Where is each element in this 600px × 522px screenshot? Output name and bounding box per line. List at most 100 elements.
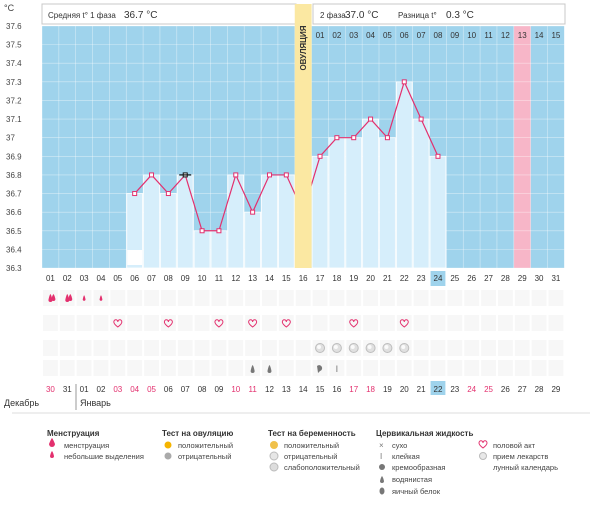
heart-icon <box>113 319 123 328</box>
marker-cell <box>228 340 244 356</box>
marker-cell <box>497 290 513 306</box>
marker-cell <box>110 290 126 306</box>
marker-cell <box>59 360 75 376</box>
bottom-day-number: 04 <box>97 274 106 283</box>
ovulation-positive-icon <box>164 441 172 449</box>
watery-drop-icon <box>267 365 272 373</box>
calendar-date: 31 <box>63 385 72 394</box>
pregnancy-positive-icon <box>270 441 278 449</box>
calendar-date: 13 <box>282 385 291 394</box>
temperature-bar <box>345 137 363 269</box>
temperature-point <box>250 209 256 215</box>
temperature-bar <box>395 81 413 269</box>
temperature-point <box>368 116 374 122</box>
marker-cell <box>177 315 193 331</box>
y-tick-label: 36.4 <box>6 245 22 254</box>
marker-cell <box>464 290 480 306</box>
top-day-number: 15 <box>551 31 560 40</box>
watery-icon <box>380 476 384 483</box>
top-day-number: 10 <box>467 31 476 40</box>
heart-icon <box>478 440 488 449</box>
marker-cell <box>110 315 126 331</box>
temperature-point <box>418 116 424 122</box>
legend-menstruation-title: Менструация <box>47 429 100 438</box>
marker-cell <box>194 290 210 306</box>
bottom-day-number: 25 <box>450 274 459 283</box>
calendar-date: 19 <box>383 385 392 394</box>
calendar-date: 03 <box>113 385 122 394</box>
marker-cell <box>380 290 395 306</box>
marker-cell <box>514 315 530 331</box>
marker-cell <box>295 360 311 376</box>
calendar-date: 29 <box>551 385 560 394</box>
marker-cell <box>127 360 143 376</box>
calendar-today-cell <box>430 381 446 395</box>
calendar-date: 09 <box>214 385 223 394</box>
marker-cell <box>43 340 58 356</box>
marker-cell <box>295 340 311 356</box>
marker-cell <box>110 340 126 356</box>
menstruation-drop-icon <box>99 295 103 301</box>
pregnancy-test-highlight <box>401 345 406 349</box>
legend: Менструация менструация небольшие выделе… <box>47 429 558 496</box>
bottom-day-number: 12 <box>231 274 240 283</box>
temperature-point <box>266 172 272 178</box>
temperature-bar <box>261 174 278 269</box>
ovulation-band: ОВУЛЯЦИЯ <box>294 4 312 268</box>
marker-cell <box>514 340 530 356</box>
marker-cell <box>312 290 328 306</box>
bottom-day-number: 01 <box>46 274 55 283</box>
marker-cell <box>160 340 176 356</box>
y-axis-ticks: 36.3 36.4 36.5 36.6 36.7 36.8 36.9 37 37.1 37.2 37… <box>6 22 22 273</box>
marker-cell <box>447 290 463 306</box>
bottom-day-number: 28 <box>501 274 510 283</box>
marker-cell <box>363 290 378 306</box>
marker-cell <box>278 360 294 376</box>
marker-cell <box>278 340 294 356</box>
marker-cell <box>413 360 429 376</box>
marker-cell <box>245 315 261 331</box>
highlight-day-column <box>513 26 531 268</box>
temperature-point <box>283 172 289 178</box>
marker-cell <box>144 290 159 306</box>
pregnancy-test-highlight <box>384 345 389 349</box>
top-day-number: 04 <box>366 31 375 40</box>
bottom-day-number: 20 <box>366 274 375 283</box>
bottom-day-number: 16 <box>299 274 308 283</box>
legend-ovulation-positive: положительный <box>178 441 233 450</box>
top-day-numbers: 01 02 03 04 05 06 07 08 09 10 11 12 13 14 15 <box>316 31 561 40</box>
bottom-day-number: 05 <box>113 274 122 283</box>
temperature-point <box>199 228 205 234</box>
month-december: Декабрь <box>4 398 39 408</box>
marker-cell <box>464 340 480 356</box>
marker-cell <box>447 360 463 376</box>
y-tick-label: 36.9 <box>6 152 22 161</box>
ovulation-negative-icon <box>164 452 172 460</box>
bottom-day-number: 11 <box>215 274 224 283</box>
temperature-bar <box>227 174 245 269</box>
bottom-day-number: 27 <box>484 274 493 283</box>
heart-icon <box>399 319 409 328</box>
y-tick-label: 36.6 <box>6 208 22 217</box>
calendar-date: 26 <box>501 385 510 394</box>
marker-cell <box>76 340 92 356</box>
marker-cell <box>464 360 480 376</box>
legend-cervical-egg-white: яичный белок <box>392 487 441 496</box>
marker-cell <box>413 315 429 331</box>
marker-cell <box>413 290 429 306</box>
moon-icon <box>480 463 484 471</box>
phase1-label: Средняя t° 1 фаза <box>48 11 116 20</box>
pregnancy-weak-icon <box>269 462 279 472</box>
temperature-bar <box>429 155 447 269</box>
calendar-date: 08 <box>198 385 207 394</box>
marker-cell <box>262 290 277 306</box>
calendar-row: 30 31 01 02 03 04 05 06 07 08 09 10 11 12 13 14 15 16 17 18… <box>46 381 561 395</box>
y-tick-label: 37.4 <box>6 59 22 68</box>
pregnancy-test-highlight <box>333 345 338 349</box>
marker-cell <box>177 290 193 306</box>
temperature-bar <box>160 193 177 269</box>
bottom-day-numbers: 01 02 03 04 05 06 07 08 09 10 11 12 13 14 15 16 17 18 19 20… <box>46 271 561 286</box>
pregnancy-test-highlight <box>350 345 355 349</box>
marker-cell <box>228 360 244 376</box>
marker-cell <box>531 360 547 376</box>
